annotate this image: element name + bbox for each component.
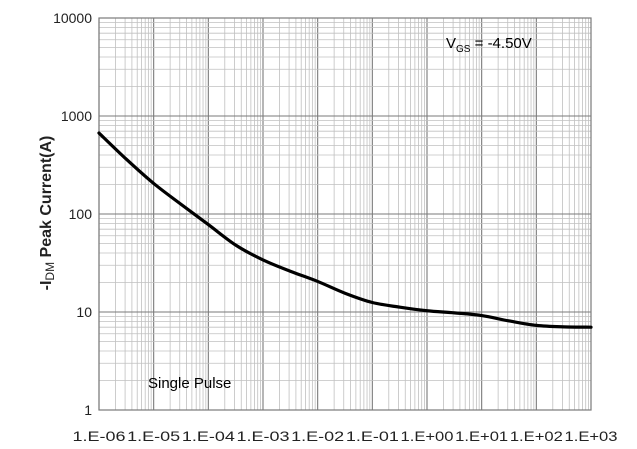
y-axis-label-rest: Peak Current(A) [38, 136, 55, 262]
vgs-value: = -4.50V [470, 35, 531, 52]
y-axis-label-subscript: DM [43, 262, 57, 281]
y-tick-label: 10 [76, 304, 92, 320]
y-tick-label: 1000 [61, 108, 92, 124]
x-tick-label: 1.E+02 [510, 428, 563, 444]
y-tick-label: 10000 [53, 10, 92, 26]
y-axis-label: -IDM Peak Current(A) [38, 136, 57, 291]
y-tick-labels: 1 10 100 1000 10000 [53, 10, 92, 418]
x-tick-label: 1.E+01 [455, 428, 508, 444]
plot-area-border [98, 17, 592, 411]
x-tick-label: 1.E-02 [291, 428, 344, 444]
grid [98, 18, 591, 411]
vgs-prefix: V [446, 35, 456, 52]
vgs-annotation: VGS = -4.50V [446, 35, 532, 55]
vgs-subscript: GS [456, 44, 471, 55]
peak-current-series-line [97, 131, 593, 329]
y-axis-label-prefix: -I [38, 281, 55, 291]
x-tick-label: 1.E-06 [73, 428, 126, 444]
x-tick-label: 1.E-03 [237, 428, 290, 444]
single-pulse-annotation: Single Pulse [148, 375, 231, 392]
x-tick-label: 1.E-04 [182, 428, 235, 444]
x-tick-label: 1.E-05 [127, 428, 180, 444]
x-tick-label: 1.E+03 [565, 428, 618, 444]
x-tick-labels: 1.E-06 1.E-05 1.E-04 1.E-03 1.E-02 1.E-01 1.E+… [73, 428, 618, 444]
y-tick-label: 100 [69, 206, 93, 222]
y-tick-label: 1 [84, 402, 92, 418]
series-layer [97, 131, 593, 329]
x-tick-label: 1.E-01 [346, 428, 399, 444]
x-tick-label: 1.E+00 [401, 428, 454, 444]
